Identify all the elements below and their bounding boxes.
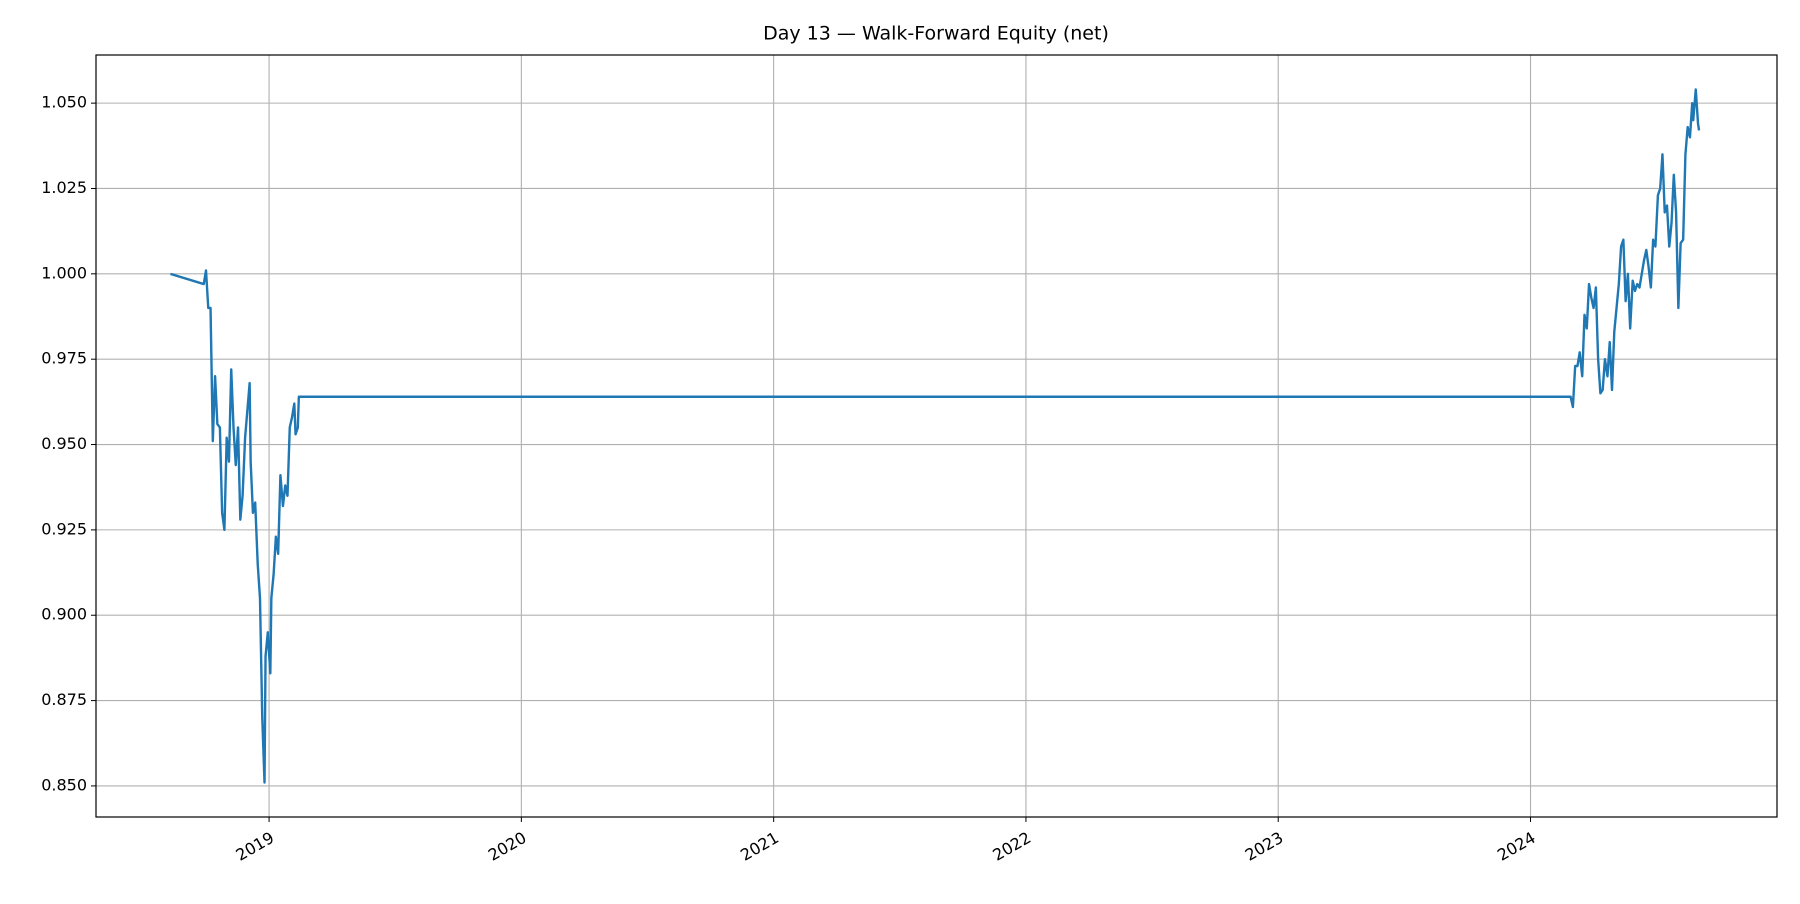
chart-title: Day 13 — Walk-Forward Equity (net) [763,23,1109,45]
y-tick-label: 0.975 [41,349,87,368]
y-tick-label: 0.875 [41,690,87,709]
x-tick-label: 2023 [1242,828,1287,865]
x-tick-label: 2024 [1494,828,1539,865]
x-tick-label: 2021 [737,828,782,865]
y-tick-label: 1.025 [41,178,87,197]
x-tick-label: 2020 [485,828,530,865]
y-tick-label: 0.950 [41,434,87,453]
y-tick-label: 1.050 [41,93,87,112]
equity-line [170,88,1701,784]
plot-frame [95,54,1778,818]
y-tick-label: 0.925 [41,519,87,538]
x-tick-label: 2019 [233,828,278,865]
y-tick-label: 1.000 [41,263,87,282]
y-tick-label: 0.900 [41,605,87,624]
y-tick-label: 0.850 [41,775,87,794]
x-tick-label: 2022 [989,828,1034,865]
